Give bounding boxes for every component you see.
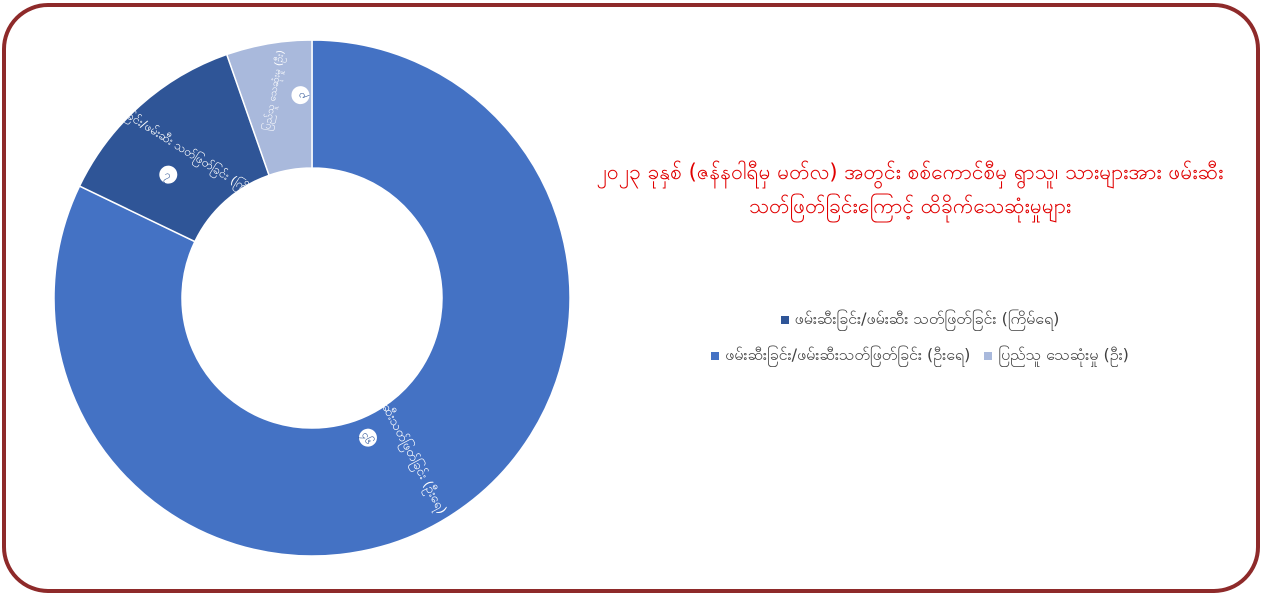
- value-badge-1: [159, 165, 178, 184]
- legend-swatch-deaths: [984, 352, 993, 360]
- legend-label-deaths: ပြည်သူ သေဆုံးမှု (ဦး): [998, 345, 1129, 364]
- legend-item-persons: ဖမ်းဆီးခြင်း/ဖမ်းဆီးသတ်ဖြတ်ခြင်း (ဦးရေ): [711, 344, 970, 368]
- legend-item-times: ဖမ်းဆီးခြင်း/ဖမ်းဆီး သတ်ဖြတ်ခြင်း (ကြိမ်…: [780, 308, 1060, 332]
- slice-1: [78, 53, 271, 243]
- value-badge-2: [291, 86, 310, 105]
- legend-label-times: ဖမ်းဆီးခြင်း/ဖမ်းဆီး သတ်ဖြတ်ခြင်း (ကြိမ်…: [794, 309, 1060, 328]
- legend-label-persons: ဖမ်းဆီးခြင်း/ဖမ်းဆီးသတ်ဖြတ်ခြင်း (ဦးရေ): [725, 345, 971, 364]
- value-badge-0: [358, 428, 377, 447]
- legend-row-1: ဖမ်းဆီးခြင်း/ဖမ်းဆီး သတ်ဖြတ်ခြင်း (ကြိမ်…: [600, 308, 1240, 332]
- donut-slices: [53, 39, 571, 557]
- legend-item-deaths: ပြည်သူ သေဆုံးမှု (ဦး): [984, 344, 1129, 368]
- value-label-2: ၃: [294, 91, 310, 100]
- slice-0: [53, 39, 571, 557]
- legend-swatch-persons: [711, 352, 720, 360]
- legend-row-2: ဖမ်းဆီးခြင်း/ဖမ်းဆီးသတ်ဖြတ်ခြင်း (ဦးရေ) …: [600, 344, 1240, 368]
- legend: ဖမ်းဆီးခြင်း/ဖမ်းဆီး သတ်ဖြတ်ခြင်း (ကြိမ်…: [600, 308, 1240, 380]
- slice-2: [225, 39, 313, 177]
- legend-swatch-times: [780, 316, 789, 324]
- chart-title: ၂၀၂၃ ခုနှစ် (ဇန်နဝါရီမှ မတ်လ) အတွင်း စစ်…: [596, 160, 1224, 218]
